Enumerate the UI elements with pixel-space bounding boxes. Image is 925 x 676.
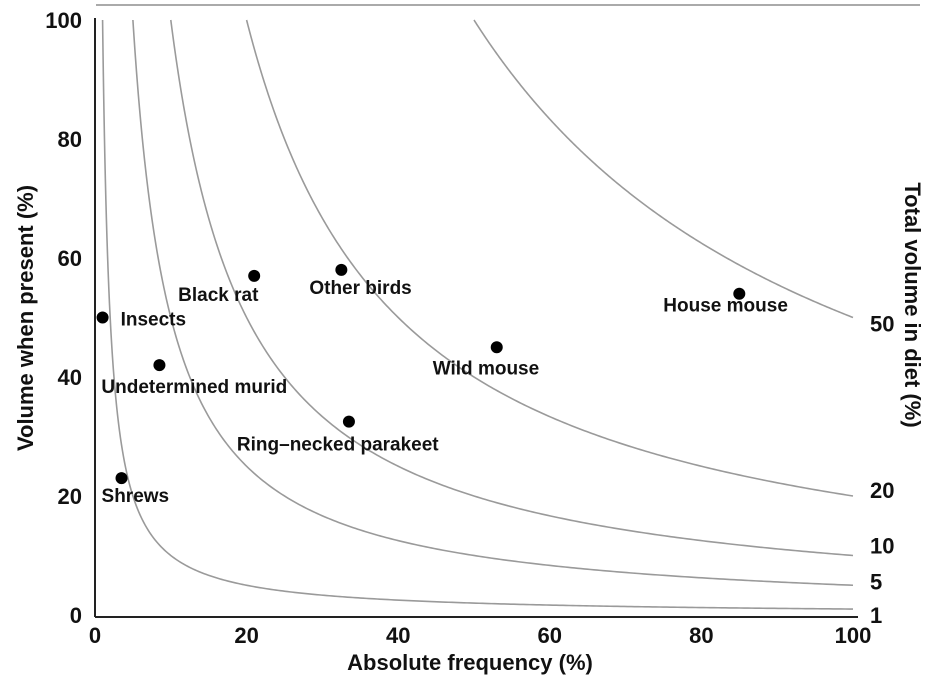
isoline-label: 5 [870,569,882,594]
y-tick-labels: 0 20 40 60 80 100 [45,8,82,628]
data-point [115,472,128,485]
y2-axis-title: Total volume in diet (%) [900,182,925,427]
y-tick-label: 20 [58,484,82,509]
data-point [153,359,166,372]
point-label: Undetermined murid [101,377,287,398]
point-label: Ring–necked parakeet [237,435,439,456]
data-points [96,263,746,485]
isoline-1 [101,19,854,610]
point-label: Shrews [102,486,170,507]
isoline-20 [245,19,854,497]
data-point [248,269,261,282]
x-tick-labels: 0 20 40 60 80 100 [89,623,871,648]
point-labels: Insects Shrews Undetermined murid Black rat… [101,278,787,507]
point-label: Wild mouse [433,358,539,379]
y-tick-label: 0 [70,603,82,628]
data-point [96,311,109,324]
y-axis-title: Volume when present (%) [13,185,38,451]
isoline-10 [170,19,854,557]
x-tick-label: 80 [689,623,713,648]
x-tick-label: 100 [835,623,872,648]
isolines [101,19,854,610]
x-tick-label: 20 [234,623,258,648]
data-point [342,415,355,428]
x-tick-label: 0 [89,623,101,648]
x-tick-label: 60 [538,623,562,648]
x-tick-label: 40 [386,623,410,648]
isoline-50 [473,19,854,319]
x-axis-title: Absolute frequency (%) [347,650,593,675]
point-label: Insects [121,310,186,331]
isoline-label: 1 [870,603,882,628]
isoline-label: 10 [870,534,894,559]
right-axis-labels: 1 5 10 20 50 [870,312,894,629]
isoline-5 [132,19,854,587]
isoline-label: 20 [870,478,894,503]
point-label: Black rat [178,285,259,306]
data-point [335,263,348,276]
point-label: House mouse [663,296,788,317]
isoline-label: 50 [870,312,894,337]
y-tick-label: 100 [45,8,82,33]
point-label: Other birds [309,278,411,299]
data-point [490,341,503,354]
data-point [733,287,746,300]
y-tick-label: 80 [58,127,82,152]
y-tick-label: 40 [58,365,82,390]
y-tick-label: 60 [58,246,82,271]
